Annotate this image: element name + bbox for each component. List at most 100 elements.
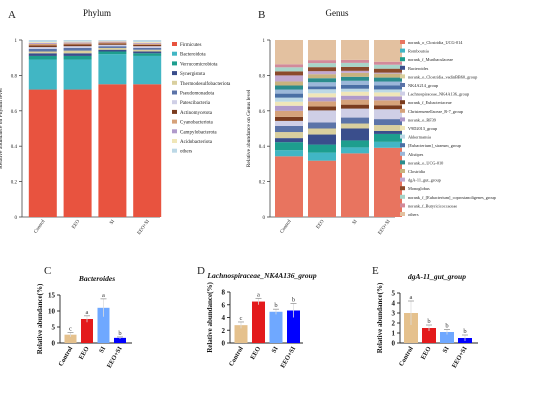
- legend-entry: Akkermansia: [408, 135, 431, 140]
- bar-segment-norank_f_Butyricicoccaceae: [341, 59, 369, 63]
- bar-segment-others: [341, 40, 369, 60]
- legend-swatch: [400, 65, 405, 70]
- bar-segment-Alistipes: [275, 89, 303, 94]
- legend-entry: Thermodesulfobacteriota: [180, 82, 231, 87]
- x-tick-label: EEO+SI: [451, 345, 469, 369]
- bar-segment-Cyanobacteriota: [133, 43, 162, 45]
- bar-segment-NK4A214_group: [341, 117, 369, 124]
- y-tick-label: 10: [48, 308, 56, 316]
- y-tick-label: 0: [15, 216, 18, 221]
- significance-letter: b: [445, 323, 448, 330]
- bar-segment-others: [275, 40, 303, 65]
- x-tick-label: SI: [98, 345, 107, 354]
- x-tick-label: EEO: [316, 219, 326, 230]
- legend-swatch: [400, 177, 405, 182]
- legend-entry: Synergistota: [180, 72, 206, 77]
- y-tick-label: 5: [392, 290, 396, 298]
- bar-segment-Christensenellaceae_R-7_group: [275, 110, 303, 117]
- bar-segment-others: [374, 40, 402, 62]
- bar-segment-V9D2013_group: [275, 101, 303, 106]
- bar-segment-Christensenellaceae_R-7_group: [374, 100, 402, 106]
- y-tick-label: 0: [263, 216, 266, 221]
- y-axis-label: Relative abundance on Phylum level: [0, 88, 4, 169]
- y-tick-label: 6: [222, 301, 226, 309]
- bar-segment-V9D2013_group: [374, 92, 402, 97]
- bar-segment-Firmicutes: [133, 84, 162, 217]
- y-tick-label: 0.8: [11, 74, 18, 79]
- bar-segment-[Eubacterium]_siraeum_group: [374, 85, 402, 90]
- bar-segment-Bacteroides: [341, 128, 369, 141]
- panel-letter-E: E: [372, 265, 379, 277]
- chart-title: Phylum: [83, 8, 111, 18]
- bar-segment-norank_f_[Eubacterium]_coprostanoligenes_group: [275, 67, 303, 72]
- x-tick-label: Control: [398, 345, 415, 367]
- bar: [269, 311, 283, 343]
- y-tick-label: 1: [392, 330, 396, 338]
- legend-entry: norank_f_Eubacteriaceae: [408, 100, 452, 105]
- bar-segment-norank_o_UCG-010: [275, 85, 303, 90]
- legend-entry: Pseudomonadota: [180, 92, 215, 97]
- bar-segment-norank_f_Muribaculaceae: [374, 133, 402, 142]
- bar-segment-Acidobacteriota: [28, 41, 57, 43]
- bar-segment-Verrucomicrobiota: [98, 51, 127, 55]
- bar-segment-norank_o_UCG-010: [308, 78, 336, 83]
- bar-segment-Clostridia: [275, 81, 303, 86]
- bar-segment-Bacteroides: [374, 130, 402, 134]
- legend-entry: Monoglobus: [408, 186, 430, 191]
- bar-segment-norank_f_Butyricicoccaceae: [308, 60, 336, 64]
- bar-segment-others: [28, 40, 57, 42]
- legend-entry: Campylobacterota: [180, 130, 217, 135]
- legend-swatch: [400, 186, 405, 191]
- y-tick-label: 8: [222, 289, 226, 297]
- bar-segment-Patescibacteria: [133, 46, 162, 48]
- bar: [81, 319, 93, 343]
- legend-swatch: [172, 119, 177, 124]
- legend-entry: Firmicutes: [180, 43, 201, 48]
- legend-swatch: [400, 100, 405, 105]
- legend-swatch: [400, 117, 405, 122]
- legend-swatch: [172, 80, 177, 85]
- legend-swatch: [400, 203, 405, 208]
- bar-segment-norank_o_RF39: [341, 95, 369, 100]
- legend-entry: Cyanobacteriota: [180, 121, 214, 126]
- legend-swatch: [400, 151, 405, 156]
- legend-swatch: [400, 134, 405, 139]
- bar-segment-Bacteroides: [308, 134, 336, 145]
- legend-swatch: [172, 42, 177, 46]
- legend-entry: norank_o_RF39: [408, 117, 436, 122]
- bar-segment-Monoglobus: [275, 71, 303, 76]
- bar-segment-others: [133, 40, 162, 42]
- bar-segment-Christensenellaceae_R-7_group: [308, 101, 336, 107]
- legend-swatch: [172, 90, 177, 95]
- bar-segment-norank_f_Eubacteriaceae: [341, 104, 369, 109]
- legend-swatch: [400, 143, 405, 148]
- legend-swatch: [172, 139, 177, 143]
- bar-segment-norank_o_Clostridia_UCG-014: [308, 160, 336, 217]
- significance-letter: c: [69, 325, 72, 332]
- y-tick-label: 0.6: [259, 110, 266, 115]
- x-tick-label: Control: [57, 345, 74, 367]
- bar-segment-Lachnospiraceae_NK4A136_group: [308, 110, 336, 123]
- significance-letter: a: [102, 292, 105, 299]
- significance-letter: b: [292, 296, 295, 303]
- bar: [404, 313, 418, 343]
- bar-segment-Verrucomicrobiota: [133, 53, 162, 56]
- y-axis-label: Relative abundance(%): [376, 282, 384, 353]
- bar-segment-Cyanobacteriota: [98, 42, 127, 44]
- panel-letter-D: D: [197, 265, 205, 277]
- bar: [422, 328, 436, 343]
- bar-segment-dgA-11_gut_group: [374, 72, 402, 74]
- bar-segment-[Eubacterium]_siraeum_group: [275, 93, 303, 98]
- bar-segment-norank_o_Clostridia_vadinBB60_group: [275, 132, 303, 139]
- y-tick-label: 0.2: [259, 181, 266, 186]
- bar-segment-Actinomycetota: [98, 43, 127, 45]
- bar-segment-Alistipes: [374, 81, 402, 86]
- bar-segment-norank_o_RF39: [308, 97, 336, 102]
- legend-entry: norank_f_[Eubacterium]_coprostanoligenes…: [408, 195, 496, 200]
- y-tick-label: 0: [392, 340, 396, 348]
- panel-D: Lachnospiraceae_NK4A136_group 0 2 4 6 8 Relati…: [206, 271, 317, 369]
- bar-segment-norank_f_[Eubacterium]_coprostanoligenes_group: [341, 62, 369, 67]
- significance-letter: c: [240, 315, 243, 322]
- legend-entry: Lachnospiraceae_NK4A136_group: [408, 92, 469, 97]
